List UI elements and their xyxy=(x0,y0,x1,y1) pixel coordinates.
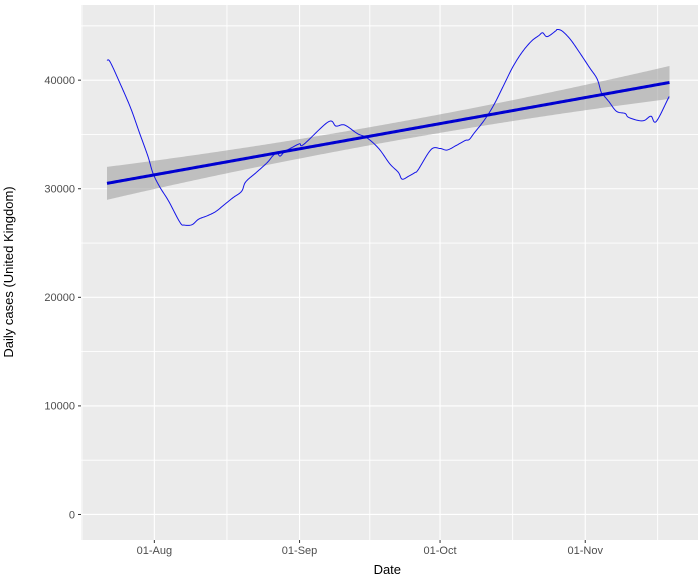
svg-text:0: 0 xyxy=(69,509,75,521)
svg-text:10000: 10000 xyxy=(44,401,75,413)
svg-text:Daily cases (United Kingdom): Daily cases (United Kingdom) xyxy=(1,186,16,357)
svg-text:20000: 20000 xyxy=(44,292,75,304)
svg-text:30000: 30000 xyxy=(44,184,75,196)
svg-text:01-Nov: 01-Nov xyxy=(568,545,604,557)
svg-text:40000: 40000 xyxy=(44,75,75,87)
svg-text:Date: Date xyxy=(374,562,401,577)
svg-text:01-Oct: 01-Oct xyxy=(424,545,457,557)
svg-text:01-Aug: 01-Aug xyxy=(137,545,172,557)
svg-text:01-Sep: 01-Sep xyxy=(282,545,317,557)
